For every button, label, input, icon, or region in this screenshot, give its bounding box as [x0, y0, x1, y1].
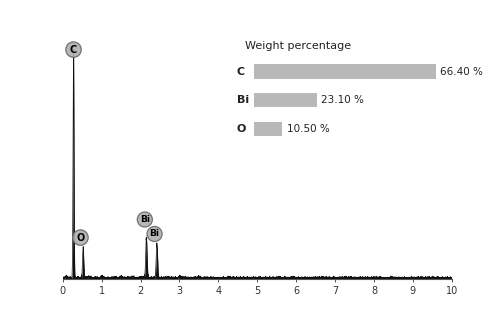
Text: 23.10 %: 23.10 %	[321, 95, 363, 105]
Bar	[253, 64, 435, 79]
Bar	[253, 93, 316, 107]
Text: O: O	[236, 124, 245, 134]
Text: Bi: Bi	[140, 215, 149, 224]
Text: 10.50 %: 10.50 %	[286, 124, 329, 134]
Bar	[253, 122, 282, 136]
Text: Bi: Bi	[236, 95, 248, 105]
Text: C: C	[236, 67, 244, 77]
Text: O: O	[76, 233, 84, 243]
Text: C: C	[70, 45, 77, 54]
Text: 66.40 %: 66.40 %	[439, 67, 482, 77]
Text: Weight percentage: Weight percentage	[244, 42, 351, 52]
Text: Bi: Bi	[149, 229, 159, 239]
